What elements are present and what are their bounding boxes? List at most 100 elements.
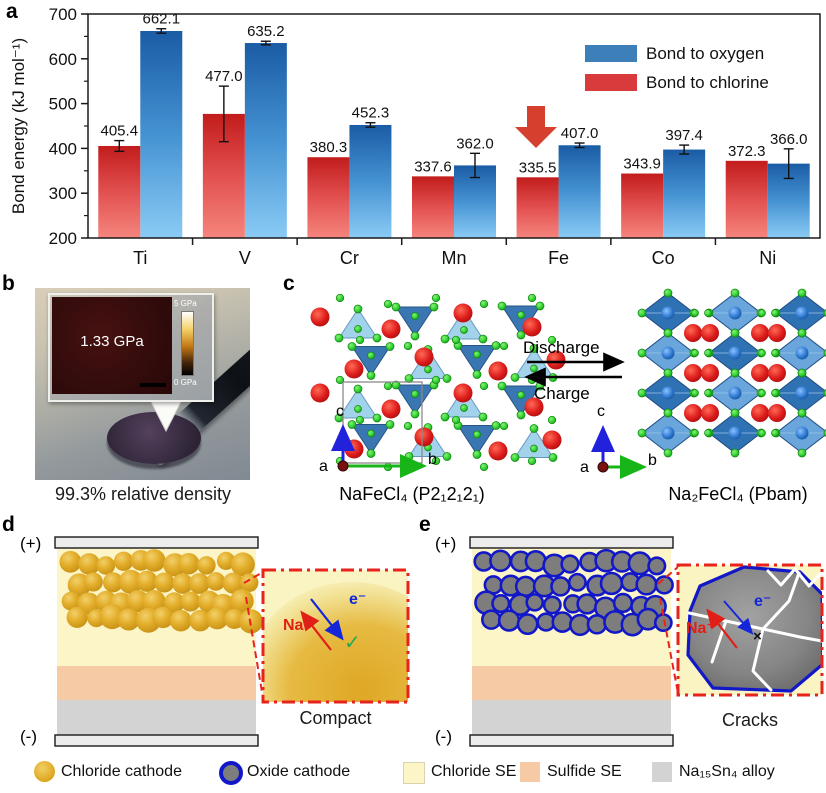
oxide-cathode-particle	[576, 593, 598, 615]
panel-letter-e: e	[419, 513, 431, 536]
chlorine-atom	[797, 368, 807, 378]
oxide-cathode-particle	[525, 593, 545, 612]
value-label: 337.6	[414, 158, 452, 175]
chlorine-atom	[797, 328, 807, 338]
sodium-atom	[488, 361, 508, 381]
sodium-atom	[768, 324, 786, 342]
chlorine-atom	[442, 374, 452, 383]
electron-label: e⁻	[754, 593, 772, 610]
na15sn4-alloy-swatch	[652, 762, 672, 782]
chlorine-atom	[548, 453, 558, 462]
positive-electrode-label: (+)	[20, 534, 42, 553]
sodium-atom	[751, 364, 769, 382]
oxide-cathode-particle	[550, 576, 571, 597]
chlorine-atom	[431, 375, 441, 385]
chloride-cathode-particle	[170, 609, 192, 632]
sodium-atom	[344, 359, 364, 379]
x-tick-label: Mn	[441, 248, 466, 268]
chlorine-atom	[730, 408, 740, 418]
chlorine-atom	[730, 448, 740, 458]
bar-V	[244, 43, 287, 239]
sulfide-se-swatch	[520, 762, 540, 782]
modulus-map-inset: 1.33 GPa 5 GPa 0 GPa	[48, 293, 214, 402]
iron-atom	[661, 346, 675, 360]
oxide-cathode-particle	[654, 575, 674, 595]
sodium-atom	[453, 383, 473, 403]
chlorine-atom	[691, 349, 699, 357]
chlorine-atom	[771, 349, 779, 357]
oxide-cathode-particle	[647, 556, 667, 576]
chlorine-atom	[691, 389, 699, 397]
value-label: 397.4	[665, 127, 703, 144]
chlorine-atom	[451, 415, 461, 425]
oxide-cathode-particle	[542, 595, 562, 615]
scale-bar	[140, 383, 166, 387]
legend-label: Oxide cathode	[247, 763, 351, 780]
oxide-cathode-particle	[612, 592, 634, 614]
chlorine-atom	[730, 288, 740, 298]
chart-legend-swatch	[585, 74, 637, 91]
modulus-map-image: 1.33 GPa	[52, 297, 172, 394]
bar-Ni	[725, 160, 768, 238]
x-tick-label: Cr	[340, 248, 359, 268]
chlorine-atom	[517, 311, 525, 319]
legend-label: Chloride cathode	[61, 763, 182, 780]
value-label: 662.1	[143, 11, 181, 28]
callout-line	[659, 597, 679, 694]
a-axis-dot	[597, 461, 609, 473]
negative-electrode-label: (-)	[435, 727, 452, 746]
value-label: 405.4	[101, 123, 139, 140]
bar-Ti	[140, 30, 183, 238]
chloride-cathode-particle	[102, 572, 124, 593]
iron-atom	[795, 426, 809, 440]
chlorine-atom	[473, 430, 481, 439]
sodium-atom	[381, 399, 401, 419]
sodium-atom	[524, 397, 544, 417]
chlorine-atom	[730, 328, 740, 338]
oxide-cathode-swatch	[219, 761, 243, 785]
axis-a-label: a	[580, 459, 589, 476]
oxide-cathode-particle	[491, 593, 511, 614]
sodium-atom	[751, 404, 769, 422]
chlorine-atom	[530, 444, 538, 453]
legend-label: Sulfide SE	[547, 763, 622, 780]
chlorine-atom	[403, 421, 413, 431]
colorbar-max-label: 5 GPa	[174, 299, 197, 308]
bar-Cr	[307, 157, 350, 238]
oxide-cathode-particle	[635, 573, 658, 596]
chloride-cathode-particle	[126, 589, 149, 613]
sodium-atom	[522, 317, 542, 337]
chlorine-atom	[335, 293, 345, 303]
oxide-cathode-particle	[497, 609, 521, 632]
chloride-cathode-particle	[206, 572, 226, 591]
value-label: 452.3	[352, 105, 390, 122]
chlorine-atom	[637, 348, 647, 358]
chloride-cathode-particle	[66, 606, 88, 628]
value-label: 635.2	[247, 23, 285, 40]
chloride-cathode-particle	[172, 573, 193, 594]
chloride-cathode-particle	[59, 550, 82, 573]
chlorine-atom	[366, 371, 376, 380]
chloride-cathode-particle	[177, 552, 200, 575]
chlorine-atom	[355, 415, 365, 425]
chart-legend-label: Bond to oxygen	[646, 44, 764, 63]
na15sn4-alloy-layer	[57, 700, 256, 735]
bar-Fe	[516, 177, 559, 238]
y-axis-title: Bond energy (kJ mol⁻¹)	[9, 38, 28, 214]
chlorine-atom	[758, 309, 766, 317]
oxide-cathode-particle	[586, 613, 608, 635]
fecl4-tetrahedron	[351, 346, 391, 377]
chloride-cathode-particle	[118, 569, 143, 594]
y-tick-label: 400	[49, 139, 77, 158]
panel-letter-d: d	[2, 513, 15, 536]
panel-letter-a: a	[6, 0, 18, 23]
cross-icon: ×	[753, 628, 762, 645]
bar-Cr	[349, 124, 392, 238]
callout-line	[245, 596, 264, 699]
x-tick-label: Fe	[548, 248, 569, 268]
y-tick-label: 200	[49, 229, 77, 248]
crack-line	[761, 627, 822, 643]
axis-c-label: c	[597, 403, 605, 420]
value-label: 407.0	[561, 125, 599, 142]
